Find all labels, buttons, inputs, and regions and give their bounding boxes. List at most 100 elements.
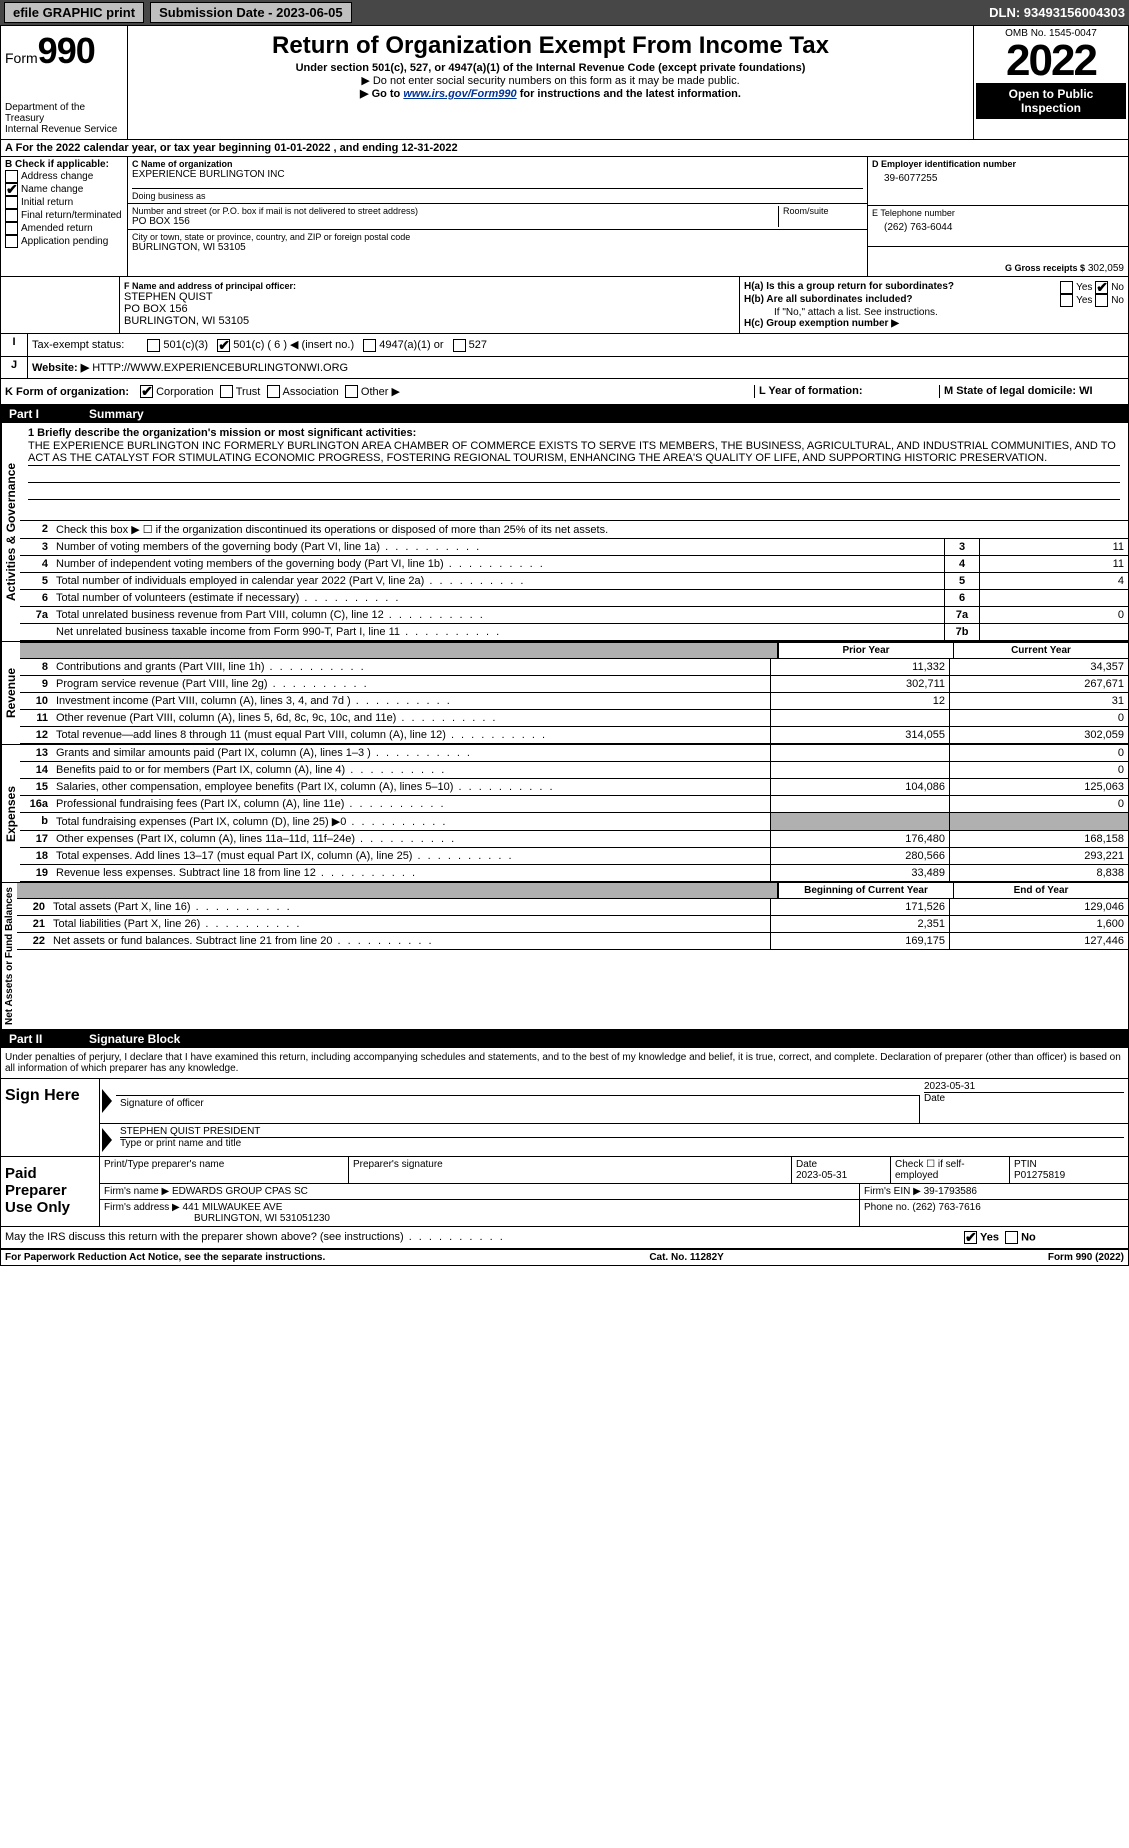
formorg-opt: Corporation <box>156 386 213 398</box>
table-row: 11 Other revenue (Part VIII, column (A),… <box>20 710 1128 727</box>
taxexempt-checkbox[interactable] <box>453 339 466 352</box>
formorg-checkbox[interactable] <box>345 385 358 398</box>
form-note1: ▶ Do not enter social security numbers o… <box>132 74 969 87</box>
table-row: 16a Professional fundraising fees (Part … <box>20 796 1128 813</box>
row-current: 0 <box>949 796 1128 812</box>
ha-yes-checkbox[interactable] <box>1060 281 1073 294</box>
row-box: 7a <box>944 607 979 623</box>
table-row: 22 Net assets or fund balances. Subtract… <box>17 933 1128 950</box>
dept-treasury: Department of the Treasury <box>5 102 123 124</box>
colb-checkbox[interactable] <box>5 222 18 235</box>
row-current: 0 <box>949 710 1128 726</box>
check-self: Check ☐ if self-employed <box>895 1159 965 1181</box>
colb-label: Amended return <box>21 223 93 234</box>
colb-label: Name change <box>21 184 83 195</box>
formorg-opt: Other ▶ <box>361 386 400 398</box>
row-prior: 171,526 <box>770 899 949 915</box>
hb-yes-checkbox[interactable] <box>1060 294 1073 307</box>
table-row: 13 Grants and similar amounts paid (Part… <box>20 745 1128 762</box>
table-row: 20 Total assets (Part X, line 16) 171,52… <box>17 899 1128 916</box>
mission-label: 1 Briefly describe the organization's mi… <box>28 427 1120 439</box>
hb-no-checkbox[interactable] <box>1095 294 1108 307</box>
row-num: 8 <box>20 659 52 675</box>
row-prior <box>770 745 949 761</box>
officer-name: STEPHEN QUIST <box>124 291 735 303</box>
row-num: 18 <box>20 848 52 864</box>
row-box: 4 <box>944 556 979 572</box>
mission-text: THE EXPERIENCE BURLINGTON INC FORMERLY B… <box>28 439 1120 466</box>
section-a: A For the 2022 calendar year, or tax yea… <box>1 140 1128 157</box>
formorg-opt: Association <box>283 386 339 398</box>
row-num: 15 <box>20 779 52 795</box>
phone-label: E Telephone number <box>872 208 1124 218</box>
row-i: I Tax-exempt status: 501(c)(3) 501(c) ( … <box>1 334 1128 357</box>
may-no-checkbox[interactable] <box>1005 1231 1018 1244</box>
irs-label: Internal Revenue Service <box>5 124 123 135</box>
date-label: Date <box>924 1092 1124 1104</box>
l-label: L Year of formation: <box>759 385 863 397</box>
taxexempt-opt: 4947(a)(1) or <box>379 339 443 351</box>
table-row: 15 Salaries, other compensation, employe… <box>20 779 1128 796</box>
colb-label: Final return/terminated <box>21 210 122 221</box>
row-current: 293,221 <box>949 848 1128 864</box>
col-d: D Employer identification number 39-6077… <box>867 157 1128 276</box>
row-val <box>979 590 1128 606</box>
colb-checkbox[interactable] <box>5 183 18 196</box>
row-num: 4 <box>20 556 52 572</box>
row-num: 22 <box>17 933 49 949</box>
colb-checkbox[interactable] <box>5 196 18 209</box>
taxexempt-opt: 501(c) ( 6 ) ◀ (insert no.) <box>233 339 354 351</box>
table-row: 10 Investment income (Part VIII, column … <box>20 693 1128 710</box>
row-desc: Professional fundraising fees (Part IX, … <box>52 796 770 812</box>
irs-link[interactable]: www.irs.gov/Form990 <box>403 88 516 100</box>
col-b-title: B Check if applicable: <box>5 159 123 170</box>
row-prior: 169,175 <box>770 933 949 949</box>
row-box: 5 <box>944 573 979 589</box>
row-desc: Salaries, other compensation, employee b… <box>52 779 770 795</box>
may-irs-row: May the IRS discuss this return with the… <box>1 1227 1128 1250</box>
sig-date: 2023-05-31 <box>924 1081 1124 1092</box>
firm-addr2: BURLINGTON, WI 531051230 <box>104 1213 330 1224</box>
part1-header: Part I Summary <box>1 405 1128 423</box>
line2-desc: Check this box ▶ ☐ if the organization d… <box>52 521 1128 538</box>
taxexempt-checkbox[interactable] <box>147 339 160 352</box>
row-num: 19 <box>20 865 52 881</box>
colb-item: Amended return <box>5 222 123 235</box>
row-desc: Investment income (Part VIII, column (A)… <box>52 693 770 709</box>
taxexempt-checkbox[interactable] <box>217 339 230 352</box>
firm-phone-label: Phone no. <box>864 1202 910 1213</box>
row-prior: 176,480 <box>770 831 949 847</box>
org-city: BURLINGTON, WI 53105 <box>132 242 863 253</box>
row-prior: 2,351 <box>770 916 949 932</box>
row-current: 8,838 <box>949 865 1128 881</box>
type-name-label: Type or print name and title <box>120 1137 1124 1149</box>
colb-checkbox[interactable] <box>5 209 18 222</box>
formorg-checkbox[interactable] <box>220 385 233 398</box>
exp-vlabel: Expenses <box>1 745 20 882</box>
firm-ein-label: Firm's EIN ▶ <box>864 1186 921 1197</box>
row-desc: Total number of volunteers (estimate if … <box>52 590 944 606</box>
city-label: City or town, state or province, country… <box>132 232 863 242</box>
hb-label: H(b) Are all subordinates included? <box>744 294 913 305</box>
may-yes-checkbox[interactable] <box>964 1231 977 1244</box>
formorg-checkbox[interactable] <box>140 385 153 398</box>
row-prior: 104,086 <box>770 779 949 795</box>
row-desc: Total assets (Part X, line 16) <box>49 899 770 915</box>
sign-here-row: Sign Here Signature of officer 2023-05-3… <box>1 1079 1128 1157</box>
colb-item: Application pending <box>5 235 123 248</box>
formorg-opt: Trust <box>236 386 261 398</box>
penalty-text: Under penalties of perjury, I declare th… <box>1 1048 1128 1079</box>
formorg-checkbox[interactable] <box>267 385 280 398</box>
firm-addr-label: Firm's address ▶ <box>104 1202 180 1213</box>
firm-phone: (262) 763-7616 <box>912 1202 980 1213</box>
title-cell: Return of Organization Exempt From Incom… <box>128 26 973 139</box>
ha-no-checkbox[interactable] <box>1095 281 1108 294</box>
colb-item: Address change <box>5 170 123 183</box>
taxexempt-checkbox[interactable] <box>363 339 376 352</box>
col-c: C Name of organization EXPERIENCE BURLIN… <box>128 157 867 276</box>
table-row: 12 Total revenue—add lines 8 through 11 … <box>20 727 1128 744</box>
row-num: 7a <box>20 607 52 623</box>
officer-typed-name: STEPHEN QUIST PRESIDENT <box>120 1126 1124 1137</box>
row-j: J Website: ▶ HTTP://WWW.EXPERIENCEBURLIN… <box>1 357 1128 379</box>
colb-checkbox[interactable] <box>5 235 18 248</box>
